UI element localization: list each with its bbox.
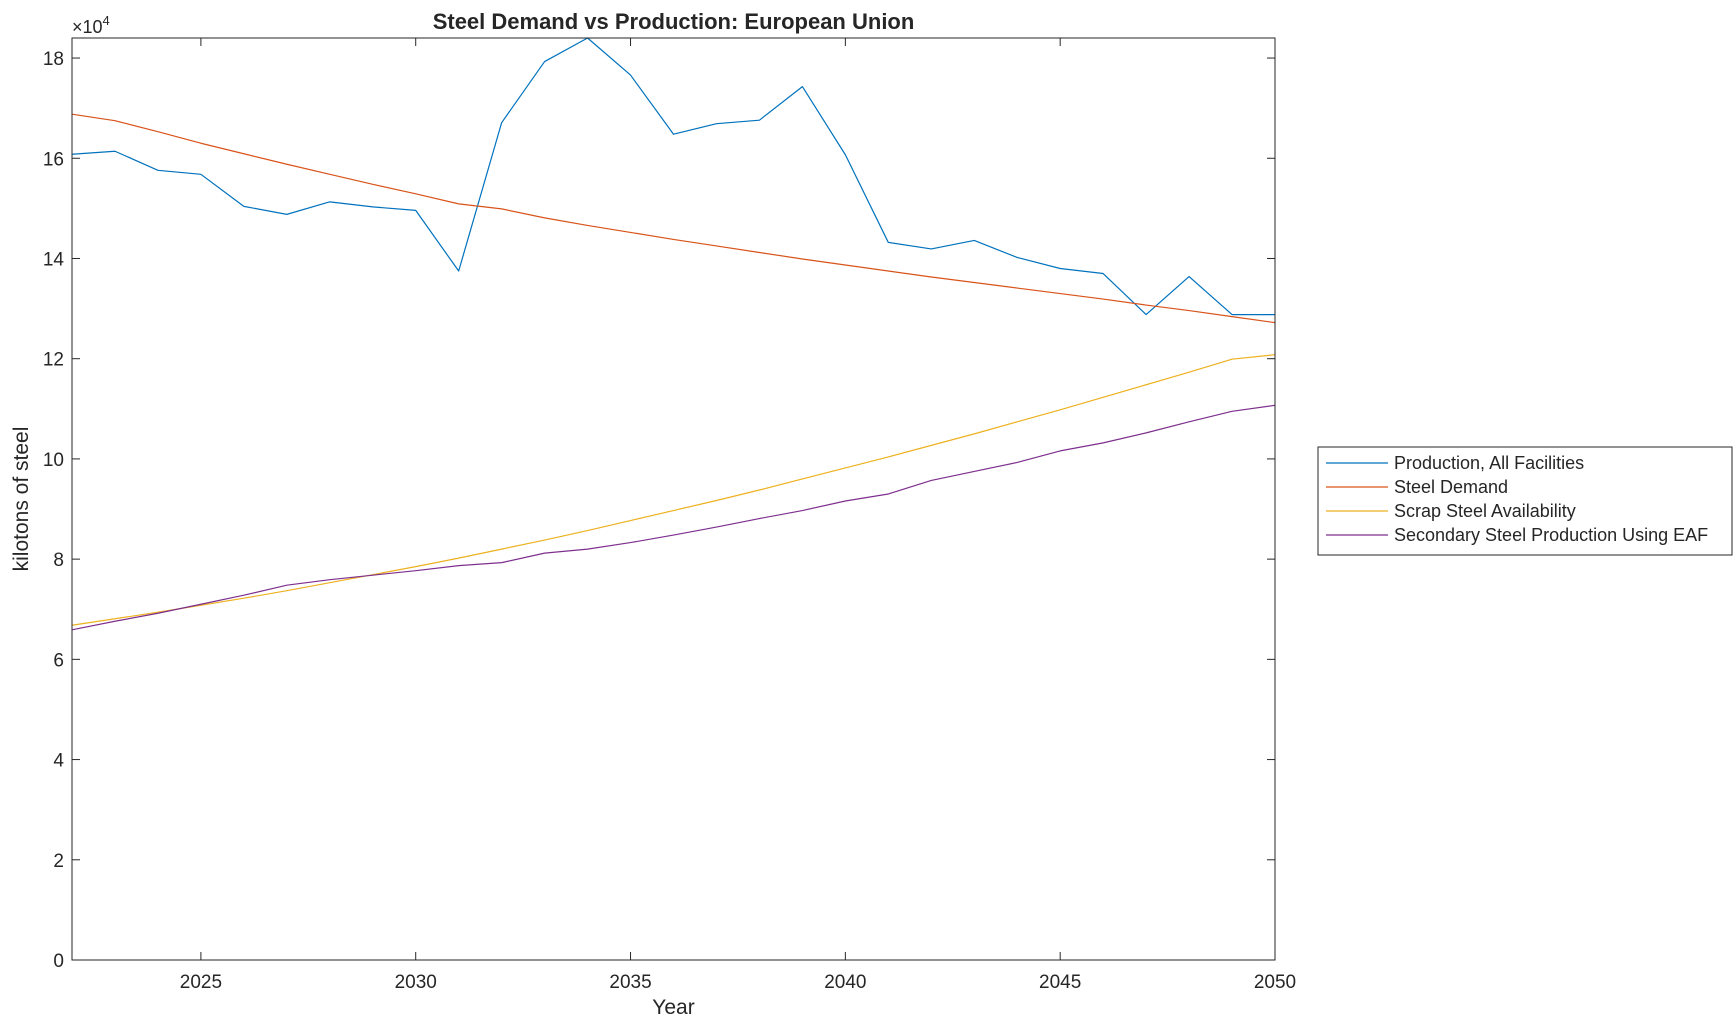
y-tick-label: 18	[43, 49, 64, 70]
y-tick-label: 8	[53, 550, 64, 571]
series-line-1	[71, 37, 1275, 316]
x-tick-label: 2040	[824, 972, 866, 993]
x-axis-label: Year	[652, 996, 694, 1019]
axes-box	[71, 37, 1276, 961]
series-line-4	[71, 404, 1276, 631]
y-tick-label: 4	[53, 751, 64, 772]
y-axis-exponent: ×104	[72, 13, 110, 37]
series-layer	[71, 37, 1276, 631]
y-axis-exponent-power: 4	[103, 13, 110, 28]
legend-label-1: Production, All Facilities	[1394, 453, 1584, 473]
legend-label-2: Steel Demand	[1394, 477, 1508, 497]
plot-area	[72, 38, 1275, 960]
series-line-2	[71, 113, 1276, 324]
x-tick-label: 2025	[180, 972, 222, 993]
y-tick-label: 6	[53, 650, 64, 671]
x-tick-label: 2050	[1254, 972, 1296, 993]
series-line-3	[71, 354, 1276, 626]
x-tick-label: 2035	[609, 972, 651, 993]
chart-title: Steel Demand vs Production: European Uni…	[433, 9, 915, 34]
legend: Production, All Facilities Steel Demand Sc…	[1317, 446, 1733, 556]
y-tick-label: 0	[53, 951, 64, 972]
x-tick-label: 2045	[1039, 972, 1081, 993]
y-axis-exponent-base: ×10	[72, 17, 103, 37]
x-tick-label: 2030	[395, 972, 437, 993]
y-tick-label: 2	[53, 851, 64, 872]
legend-label-4: Secondary Steel Production Using EAF	[1394, 525, 1708, 545]
legend-label-3: Scrap Steel Availability	[1394, 501, 1576, 521]
y-tick-label: 16	[43, 149, 64, 170]
y-tick-label: 14	[43, 249, 65, 270]
y-tick-label: 12	[43, 350, 64, 371]
legend-box	[1317, 446, 1733, 556]
ticks-layer: 2025 2030 2035 2040 2045 2050 0 2 4 6 8 10 12 14 16 18	[43, 38, 1296, 993]
y-tick-label: 10	[43, 450, 64, 471]
y-axis-label: kilotons of steel	[10, 427, 33, 572]
